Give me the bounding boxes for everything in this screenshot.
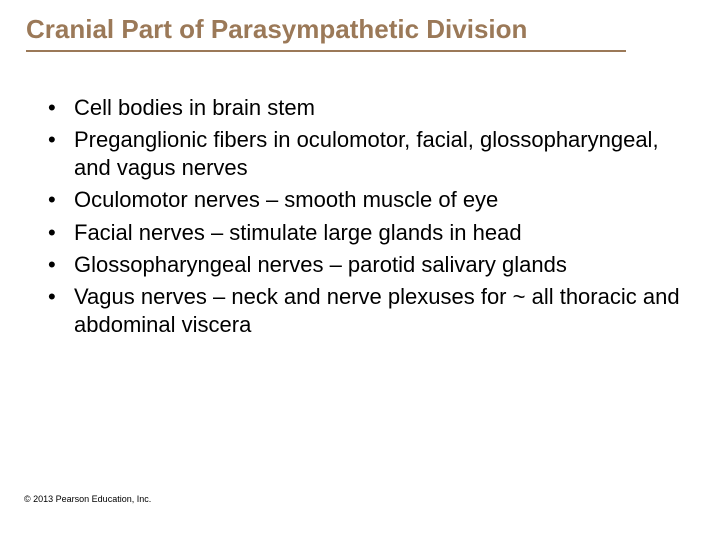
list-item: Preganglionic fibers in oculomotor, faci… — [46, 126, 680, 182]
title-underline — [26, 50, 626, 52]
bullet-text: Vagus nerves – neck and nerve plexuses f… — [74, 284, 680, 337]
list-item: Vagus nerves – neck and nerve plexuses f… — [46, 283, 680, 339]
bullet-text: Cell bodies in brain stem — [74, 95, 315, 120]
bullet-text: Preganglionic fibers in oculomotor, faci… — [74, 127, 659, 180]
bullet-list: Cell bodies in brain stem Preganglionic … — [46, 94, 680, 339]
bullet-text: Oculomotor nerves – smooth muscle of eye — [74, 187, 498, 212]
slide-body: Cell bodies in brain stem Preganglionic … — [46, 94, 680, 343]
slide-title: Cranial Part of Parasympathetic Division — [26, 14, 700, 45]
bullet-text: Facial nerves – stimulate large glands i… — [74, 220, 522, 245]
slide: Cranial Part of Parasympathetic Division… — [0, 0, 720, 540]
list-item: Cell bodies in brain stem — [46, 94, 680, 122]
list-item: Facial nerves – stimulate large glands i… — [46, 219, 680, 247]
list-item: Glossopharyngeal nerves – parotid saliva… — [46, 251, 680, 279]
copyright-text: © 2013 Pearson Education, Inc. — [24, 494, 151, 504]
list-item: Oculomotor nerves – smooth muscle of eye — [46, 186, 680, 214]
bullet-text: Glossopharyngeal nerves – parotid saliva… — [74, 252, 567, 277]
